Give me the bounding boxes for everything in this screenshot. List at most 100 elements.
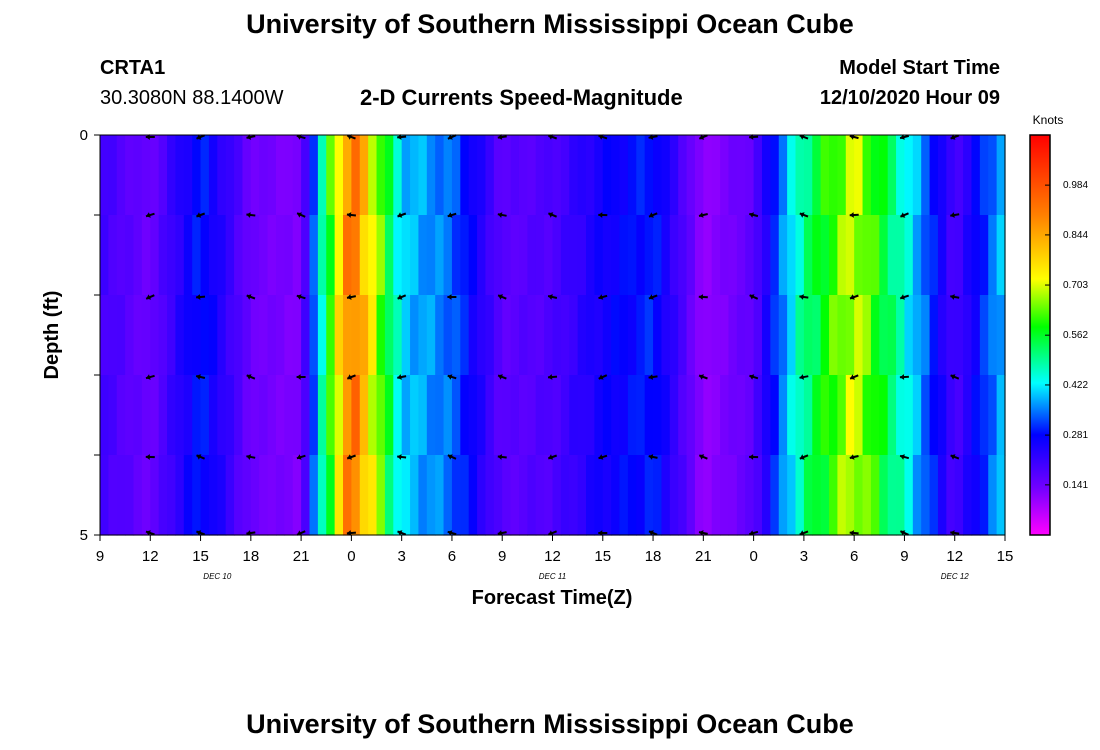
heatmap-cell [418, 455, 428, 536]
y-tick-label: 0 [80, 127, 88, 144]
heatmap-cell [971, 455, 981, 536]
current-vector-head [296, 134, 302, 140]
heatmap-cell [284, 135, 294, 216]
current-vector-head [648, 294, 654, 300]
heatmap-cell [946, 295, 956, 376]
heatmap-cell [351, 215, 361, 296]
heatmap-cell [175, 455, 185, 536]
heatmap-cell [468, 455, 478, 536]
heatmap-cell [309, 215, 319, 296]
heatmap-cell [393, 135, 403, 216]
current-vector-head [850, 374, 855, 380]
heatmap-cell [376, 295, 386, 376]
heatmap-cell [946, 375, 956, 456]
heatmap-cell [896, 135, 906, 216]
heatmap-cell [946, 135, 956, 216]
heatmap-cell [393, 295, 403, 376]
heatmap-cell [292, 375, 302, 456]
heatmap-cell [443, 455, 453, 536]
heatmap-cell [929, 215, 939, 296]
heatmap-cell [443, 215, 453, 296]
heatmap-cell [753, 375, 763, 456]
heatmap-cell [292, 215, 302, 296]
current-vector-head [648, 374, 653, 380]
heatmap-cell [275, 135, 285, 216]
heatmap-cell [954, 135, 964, 216]
heatmap-cell [384, 295, 394, 376]
heatmap-cell [753, 295, 763, 376]
heatmap-cell [837, 135, 847, 216]
current-vector-head [196, 374, 201, 380]
heatmap-cell [275, 215, 285, 296]
heatmap-cell [594, 375, 604, 456]
heatmap-cell [770, 215, 780, 296]
current-vector-head [145, 454, 150, 460]
heatmap-cell [653, 135, 663, 216]
heatmap-cell [636, 295, 646, 376]
heatmap-cell [829, 135, 839, 216]
colorbar-tick-label: 0.703 [1063, 280, 1088, 291]
heatmap-cell [426, 375, 436, 456]
heatmap-cell [728, 215, 738, 296]
heatmap-cell [192, 455, 202, 536]
heatmap-cell [158, 135, 168, 216]
heatmap-cell [267, 455, 277, 536]
heatmap-cell [158, 375, 168, 456]
heatmap-cell [158, 455, 168, 536]
heatmap-cell [183, 375, 193, 456]
heatmap-cell [795, 215, 805, 296]
heatmap-cell [963, 455, 973, 536]
current-vector-head [849, 454, 855, 460]
heatmap-cell [694, 295, 704, 376]
heatmap-cell [937, 295, 947, 376]
heatmap-cell [686, 295, 696, 376]
heatmap-cell [644, 295, 654, 376]
heatmap-cell [912, 215, 922, 296]
current-vector-head [447, 454, 453, 460]
heatmap-cell [108, 375, 118, 456]
heatmap-cell [183, 135, 193, 216]
heatmap-cell [703, 215, 713, 296]
current-vector-head [548, 294, 553, 300]
heatmap-cell [167, 375, 177, 456]
heatmap-cell [669, 455, 679, 536]
heatmap-cell [141, 295, 151, 376]
heatmap-cell [812, 295, 822, 376]
heatmap-cell [426, 295, 436, 376]
heatmap-cell [384, 455, 394, 536]
heatmap-cell [552, 295, 562, 376]
heatmap-cell [887, 295, 897, 376]
current-vector-head [145, 134, 150, 140]
heatmap-cell [292, 295, 302, 376]
current-vector-head [397, 530, 403, 536]
current-vector-head [347, 134, 353, 140]
heatmap-cell [778, 295, 788, 376]
heatmap-cell [242, 135, 252, 216]
heatmap-cell [141, 135, 151, 216]
heatmap-cell [502, 295, 512, 376]
current-vector-head [246, 212, 251, 218]
station-coordinates: 30.3080N 88.1400W [100, 87, 284, 109]
heatmap-cell [250, 135, 260, 216]
heatmap-cell [334, 375, 344, 456]
heatmap-cell [694, 135, 704, 216]
current-vector-head [346, 212, 352, 218]
heatmap-cell [761, 215, 771, 296]
current-vector-head [699, 530, 704, 536]
heatmap-cell [611, 455, 621, 536]
current-vector-head [598, 374, 604, 380]
heatmap-cell [644, 215, 654, 296]
current-vector-head [196, 454, 202, 460]
heatmap-cell [937, 375, 947, 456]
heatmap-cell [167, 455, 177, 536]
current-vector-head [246, 134, 252, 140]
current-vector-head [598, 294, 604, 300]
heatmap-cell [560, 295, 570, 376]
heatmap-cell [225, 215, 235, 296]
heatmap-cell [376, 455, 386, 536]
heatmap-cell [544, 295, 554, 376]
heatmap-cell [820, 215, 830, 296]
heatmap-cell [845, 455, 855, 536]
heatmap-cell [217, 215, 227, 296]
heatmap-cell [384, 375, 394, 456]
